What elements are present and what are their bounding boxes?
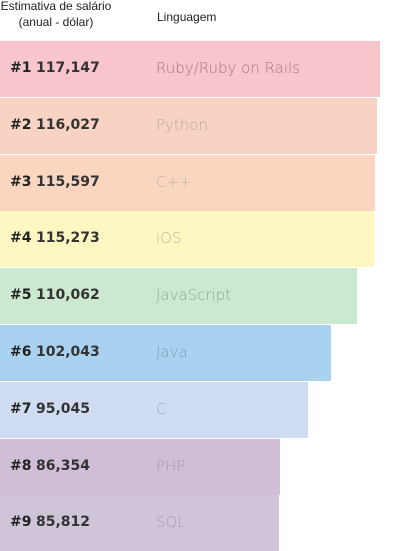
bar-row: #6 102,043 Java (0, 325, 331, 381)
salary-value-label: 85,812 (36, 514, 91, 531)
language-header: Linguagem (157, 10, 217, 24)
language-label: C++ (156, 172, 192, 191)
rank-label: #7 (10, 400, 32, 417)
salary-value-label: 117,147 (36, 60, 100, 76)
salary-value-label: 115,273 (36, 230, 100, 247)
rank-label: #6 (10, 344, 32, 360)
salary-value-label: 86,354 (36, 457, 91, 474)
salary-header-line2: (anual - dólar) (18, 15, 94, 29)
language-label: PHP (156, 456, 186, 475)
language-label: JavaScript (156, 286, 232, 305)
bar-row: #5 110,062 JavaScript (0, 268, 357, 325)
rank-label: #2 (10, 116, 32, 133)
rank-label: #9 (10, 514, 32, 531)
language-label: SQL (156, 513, 186, 532)
rank-label: #8 (10, 457, 32, 474)
bar-row: #9 85,812 SQL (0, 495, 279, 551)
language-label: Python (156, 115, 208, 134)
rank-label: #5 (10, 287, 32, 304)
bar-row: #4 115,273 iOS (0, 211, 374, 268)
language-label: iOS (156, 229, 182, 248)
rank-label: #1 (10, 60, 32, 76)
bar-row: #7 95,045 C (0, 381, 308, 438)
rank-label: #4 (10, 230, 32, 247)
language-label: C (156, 399, 167, 418)
salary-header: Estimativa de salário (anual - dólar) (0, 0, 112, 30)
language-label: Java (156, 343, 188, 361)
salary-value-label: 116,027 (36, 116, 100, 133)
salary-value-label: 115,597 (36, 173, 100, 190)
salary-value-label: 95,045 (36, 400, 91, 417)
bar-row: #2 116,027 Python (0, 97, 377, 154)
bar-row: #3 115,597 C++ (0, 154, 375, 211)
salary-value-label: 110,062 (36, 287, 100, 304)
salary-header-line1: Estimativa de salário (0, 0, 112, 13)
bar-row: #1 117,147 Ruby/Ruby on Rails (0, 41, 380, 97)
rank-label: #3 (10, 173, 32, 190)
salary-value-label: 102,043 (36, 344, 100, 360)
language-label: Ruby/Ruby on Rails (156, 59, 301, 77)
bar-row: #8 86,354 PHP (0, 438, 280, 495)
